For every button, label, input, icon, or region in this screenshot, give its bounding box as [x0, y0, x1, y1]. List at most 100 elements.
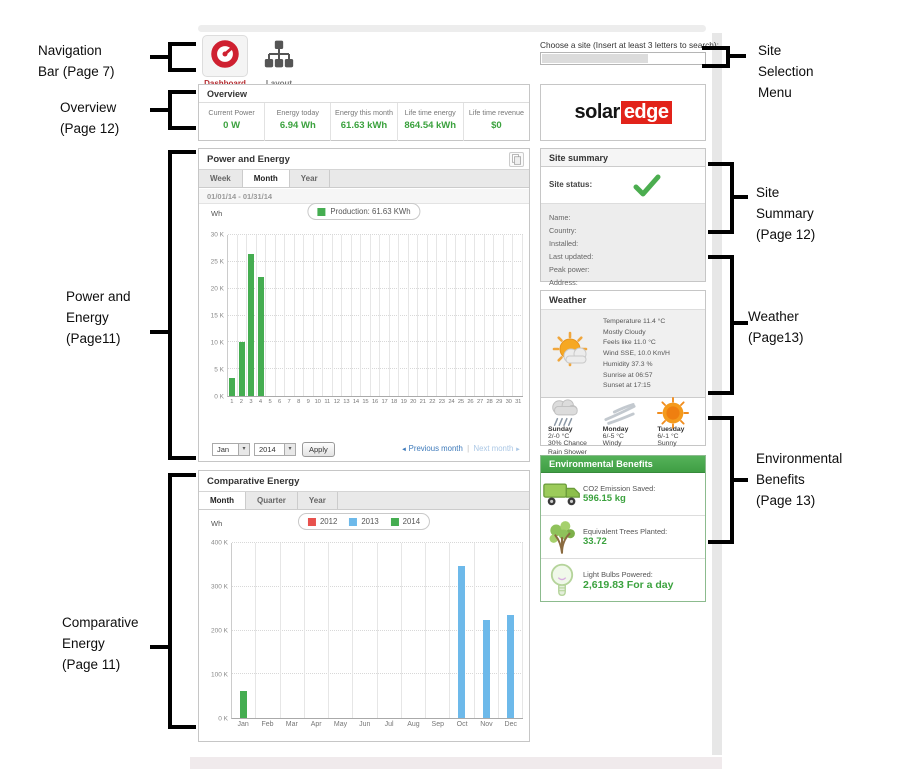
year-select[interactable]: 2014 ▾	[254, 443, 296, 456]
forecast-day: Tuesday 6/-1 °C Sunny	[650, 396, 705, 447]
nav-item-layout[interactable]: Layout	[252, 35, 306, 88]
horizontal-scrollbar[interactable]	[190, 757, 722, 769]
x-tick-label: 30	[505, 399, 512, 405]
chart-column	[409, 235, 419, 396]
env-value: 2,619.83 For a day	[583, 579, 674, 591]
callout-label-weather: Weather (Page13)	[748, 309, 804, 345]
gridline	[232, 673, 523, 675]
callout-bracket	[708, 255, 734, 395]
chart-column	[304, 235, 314, 396]
apply-button[interactable]: Apply	[302, 442, 335, 457]
y-tick-label: 25 K	[210, 258, 224, 266]
tree-icon	[541, 519, 583, 555]
x-tick-label: Feb	[261, 721, 274, 728]
x-tick-label: 3	[249, 399, 253, 405]
legend-text: 2014	[402, 517, 421, 526]
month-select-value: Jan	[217, 445, 230, 454]
legend-item: 2012	[307, 517, 337, 526]
tab-month[interactable]: Month	[199, 492, 246, 509]
comparative-energy-title: Comparative Energy	[207, 476, 300, 487]
callout-bracket	[168, 150, 196, 460]
legend-swatch	[307, 517, 316, 526]
chart-column	[361, 235, 371, 396]
tab-quarter[interactable]: Quarter	[246, 492, 298, 509]
tab-year[interactable]: Year	[298, 492, 338, 509]
green-checkmark-icon	[633, 174, 661, 203]
x-tick-label: 20	[410, 399, 417, 405]
bar-series-2013	[458, 565, 466, 718]
chart-column	[352, 235, 362, 396]
gridline	[232, 585, 523, 587]
chart-column	[499, 543, 523, 718]
legend-item: 2013	[349, 517, 379, 526]
forecast-day-name: Sunday	[548, 426, 573, 433]
callout-connector	[150, 108, 170, 112]
chart-column	[266, 235, 276, 396]
right-arrow-icon: ►	[513, 447, 521, 453]
chart-column	[456, 235, 466, 396]
y-tick-label: 20 K	[210, 285, 224, 293]
dashboard-button[interactable]	[202, 35, 248, 77]
export-icon[interactable]	[509, 152, 524, 167]
x-tick-label: 11	[324, 399, 331, 405]
env-row-bulbs: Light Bulbs Powered: 2,619.83 For a day	[541, 559, 705, 602]
x-tick-label: 13	[343, 399, 350, 405]
x-tick-label: 5	[268, 399, 272, 405]
x-tick-label: Oct	[456, 721, 468, 728]
callout-label-navigation-bar: Navigation Bar (Page 7)	[38, 43, 115, 79]
env-label: Equivalent Trees Planted:	[583, 527, 668, 536]
y-tick-label: 0 K	[218, 715, 228, 723]
x-tick-label: 17	[381, 399, 388, 405]
chart-column	[475, 543, 499, 718]
chart-column	[247, 235, 257, 396]
env-row-trees: Equivalent Trees Planted: 33.72	[541, 516, 705, 559]
tab-month[interactable]: Month	[242, 170, 290, 187]
stat-value: 6.94 Wh	[279, 120, 316, 131]
nav-label-layout: Layout	[252, 79, 306, 88]
forecast-temp: 6/-5 °C	[602, 433, 624, 440]
year-select-value: 2014	[259, 445, 276, 454]
chart-column	[295, 235, 305, 396]
y-axis: 0 K 5 K 10 K 15 K 20 K 25 K 30 K	[203, 232, 227, 401]
y-tick-label: 400 K	[211, 539, 228, 547]
chart-column	[485, 235, 495, 396]
tab-week[interactable]: Week	[199, 170, 243, 187]
y-tick-label: 100 K	[211, 671, 228, 679]
site-search-input[interactable]	[540, 52, 706, 65]
production-legend: Production: 61.63 KWh	[307, 203, 421, 220]
tab-year[interactable]: Year	[290, 170, 330, 187]
x-tick-label: 21	[419, 399, 426, 405]
weather-title: Weather	[549, 295, 587, 306]
callout-bracket	[702, 46, 730, 68]
overview-title: Overview	[199, 85, 529, 103]
stat-label: Energy today	[276, 108, 319, 117]
date-range: 01/01/14 - 01/31/14	[199, 189, 529, 204]
stat-value: 61.63 kWh	[340, 120, 388, 131]
callout-connector	[150, 645, 170, 649]
stat-value: 0 W	[223, 120, 241, 131]
x-tick-label: 7	[287, 399, 291, 405]
layout-button[interactable]	[256, 35, 302, 77]
overview-stat: Energy this month 61.63 kWh	[331, 103, 398, 141]
weather-forecast: Sunday 2/-0 °C 30% Chance Rain Shower Mo…	[541, 396, 705, 456]
power-energy-panel: Power and Energy Week Month Year 01/01/1…	[198, 148, 530, 462]
month-select[interactable]: Jan ▾	[212, 443, 250, 456]
next-month-link[interactable]: Next month ►	[473, 444, 521, 453]
previous-month-link[interactable]: ◄ Previous month	[401, 444, 463, 453]
gridline	[228, 234, 523, 235]
legend-swatch	[390, 517, 399, 526]
env-value: 33.72	[583, 536, 607, 547]
x-tick-label: 2	[239, 399, 243, 405]
legend-swatch	[317, 207, 326, 216]
env-label: Light Bulbs Powered:	[583, 570, 653, 579]
comparative-legend: 2012 2013 2014	[297, 513, 431, 530]
gridline	[228, 260, 523, 262]
callout-bracket	[168, 90, 196, 130]
page-top-sliver	[198, 25, 706, 32]
x-tick-label: Mar	[285, 721, 298, 728]
chart-column	[390, 235, 400, 396]
nav-item-dashboard[interactable]: Dashboard	[198, 35, 252, 88]
power-energy-controls: Jan ▾ 2014 ▾ Apply ◄ Previous month | Ne…	[199, 440, 529, 462]
chart-column	[305, 543, 329, 718]
